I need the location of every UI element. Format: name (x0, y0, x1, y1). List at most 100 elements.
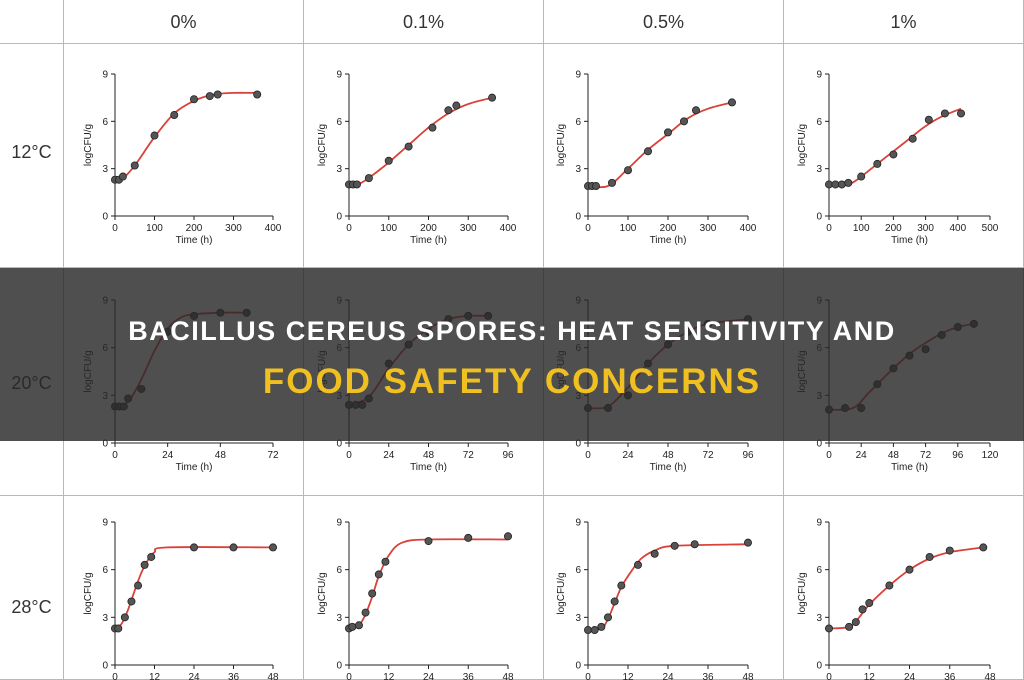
y-tick-label: 0 (575, 212, 581, 223)
growth-chart: 0 3 6 9 0 100 200 300 400 Time (h) logCFU/g (556, 70, 757, 247)
x-axis-label: Time (h) (650, 235, 687, 246)
x-tick-label: 48 (215, 450, 227, 461)
data-point (940, 109, 949, 118)
x-tick-label: 36 (944, 672, 956, 680)
x-tick-label: 120 (982, 450, 999, 461)
x-tick-label: 24 (856, 450, 868, 461)
y-tick-label: 0 (336, 661, 342, 672)
x-tick-label: 36 (702, 672, 714, 680)
y-axis-label: logCFU/g (317, 572, 328, 614)
data-point (229, 543, 238, 552)
x-tick-label: 300 (460, 223, 477, 234)
data-point (597, 622, 606, 631)
x-tick-label: 96 (742, 450, 754, 461)
x-tick-label: 24 (662, 672, 674, 680)
data-point (488, 93, 497, 102)
x-tick-label: 48 (502, 672, 514, 680)
y-axis-label: logCFU/g (797, 124, 808, 166)
y-tick-label: 6 (816, 565, 822, 576)
data-point (404, 142, 413, 151)
data-point (361, 608, 370, 617)
fitted-curve (828, 107, 962, 186)
x-tick-label: 400 (949, 223, 966, 234)
y-axis-label: logCFU/g (797, 572, 808, 614)
data-point (384, 156, 393, 165)
x-tick-label: 0 (112, 672, 118, 680)
banner-subtitle: FOOD SAFETY CONCERNS (262, 362, 762, 401)
data-point (908, 134, 917, 143)
y-tick-label: 9 (336, 518, 342, 529)
data-point (114, 624, 123, 633)
data-point (134, 581, 143, 590)
y-tick-label: 3 (336, 613, 342, 624)
x-axis-label: Time (h) (410, 462, 447, 473)
x-tick-label: 0 (346, 450, 352, 461)
x-tick-label: 0 (346, 672, 352, 680)
x-tick-label: 12 (864, 672, 876, 680)
chart-cell: 0 3 6 9 0 100 200 300 400 Time (h) logCFU/g (64, 44, 304, 268)
row-header: 28°C (0, 496, 64, 680)
x-tick-label: 36 (463, 672, 475, 680)
x-tick-label: 12 (383, 672, 395, 680)
y-tick-label: 0 (102, 661, 108, 672)
y-tick-label: 3 (816, 613, 822, 624)
y-axis-label: logCFU/g (556, 572, 567, 614)
data-point (584, 626, 593, 635)
data-point (957, 109, 966, 118)
data-point (170, 111, 179, 120)
fitted-curve (828, 546, 984, 630)
x-tick-label: 200 (885, 223, 902, 234)
x-axis-label: Time (h) (176, 462, 213, 473)
data-point (837, 180, 846, 189)
x-tick-label: 100 (853, 223, 870, 234)
data-point (608, 178, 617, 187)
chart-cell: 0 3 6 9 0 100 200 300 400 500 Time (h) logCFU/g (784, 44, 1024, 268)
x-tick-label: 48 (984, 672, 996, 680)
y-tick-label: 3 (102, 164, 108, 175)
y-axis-label: logCFU/g (317, 124, 328, 166)
data-point (118, 172, 127, 181)
y-axis-label: logCFU/g (83, 124, 94, 166)
chart-cell: 0 3 6 9 0 12 24 36 48 logCFU/g (784, 496, 1024, 680)
data-point (858, 605, 867, 614)
data-point (885, 581, 894, 590)
data-point (634, 560, 643, 569)
data-point (617, 581, 626, 590)
data-point (905, 565, 914, 574)
data-point (727, 98, 736, 107)
y-tick-label: 9 (816, 70, 822, 81)
data-point (190, 95, 199, 104)
data-point (348, 622, 357, 631)
x-tick-label: 0 (112, 223, 118, 234)
data-point (604, 613, 613, 622)
banner-title: BACILLUS CEREUS SPORES: HEAT SENSITIVITY… (128, 316, 896, 346)
data-point (825, 624, 834, 633)
data-point (381, 557, 390, 566)
data-point (743, 538, 752, 547)
x-axis-label: Time (h) (410, 235, 447, 246)
y-tick-label: 9 (102, 70, 108, 81)
y-tick-label: 0 (816, 439, 822, 450)
data-point (140, 560, 149, 569)
x-tick-label: 500 (982, 223, 999, 234)
x-tick-label: 48 (267, 672, 279, 680)
column-header: 0.1% (304, 0, 544, 44)
y-tick-label: 3 (102, 613, 108, 624)
data-point (424, 537, 433, 546)
x-tick-label: 100 (146, 223, 163, 234)
x-tick-label: 48 (888, 450, 900, 461)
data-point (213, 90, 222, 99)
x-tick-label: 96 (952, 450, 964, 461)
x-tick-label: 0 (346, 223, 352, 234)
y-tick-label: 6 (816, 117, 822, 128)
fitted-curve (348, 538, 509, 630)
x-tick-label: 48 (423, 450, 435, 461)
y-tick-label: 0 (336, 439, 342, 450)
data-point (679, 117, 688, 126)
y-tick-label: 0 (575, 661, 581, 672)
data-point (690, 540, 699, 549)
x-tick-label: 24 (622, 450, 634, 461)
y-tick-label: 0 (102, 439, 108, 450)
